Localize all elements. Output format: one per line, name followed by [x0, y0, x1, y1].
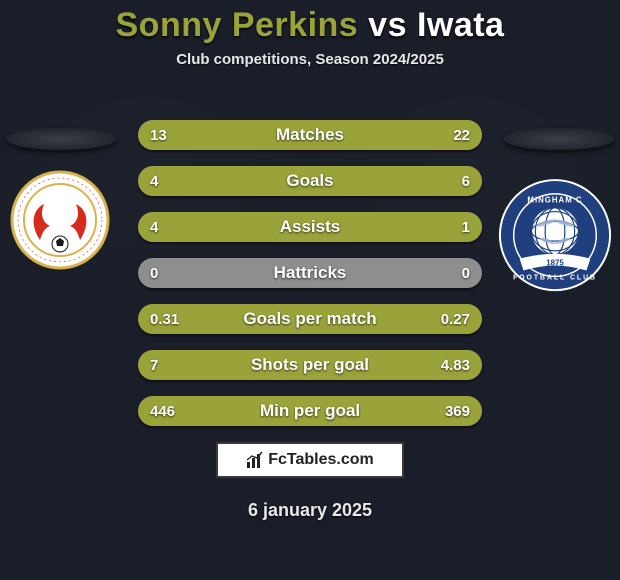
stat-bars-stage: 1322Matches46Goals41Assists00Hattricks0.…: [0, 120, 620, 426]
stat-bars: 1322Matches46Goals41Assists00Hattricks0.…: [138, 120, 482, 426]
stat-bar-fill-right: [276, 166, 482, 196]
stat-value-right: 0: [462, 258, 470, 288]
stat-label: Hattricks: [138, 258, 482, 288]
chart-icon: [246, 451, 264, 469]
stat-value-left: 0: [150, 258, 158, 288]
stat-value-right: 0.27: [441, 304, 470, 334]
source-label: FcTables.com: [268, 451, 374, 469]
stat-value-right: 4.83: [441, 350, 470, 380]
stat-value-left: 4: [150, 166, 158, 196]
stat-value-left: 7: [150, 350, 158, 380]
vs-label: vs: [368, 6, 407, 44]
stat-bar: 46Goals: [138, 166, 482, 196]
stat-bar-fill-left: [138, 166, 276, 196]
stat-bar-fill-left: [138, 212, 413, 242]
comparison-title: Sonny Perkins vs Iwata: [0, 0, 620, 45]
player1-name: Sonny Perkins: [116, 6, 359, 44]
stat-bar: 41Assists: [138, 212, 482, 242]
stat-value-left: 13: [150, 120, 167, 150]
stat-bar-fill-right: [265, 120, 482, 150]
stat-value-left: 0.31: [150, 304, 179, 334]
stat-bar: 0.310.27Goals per match: [138, 304, 482, 334]
stat-value-left: 4: [150, 212, 158, 242]
stat-value-right: 6: [462, 166, 470, 196]
stat-bar-fill-left: [138, 350, 341, 380]
source-attribution: FcTables.com: [216, 442, 404, 478]
stat-value-right: 369: [445, 396, 470, 426]
subtitle: Club competitions, Season 2024/2025: [0, 51, 620, 68]
date-label: 6 january 2025: [0, 500, 620, 521]
stat-bar: 74.83Shots per goal: [138, 350, 482, 380]
stat-bar: 446369Min per goal: [138, 396, 482, 426]
stat-bar-fill-right: [413, 212, 482, 242]
stat-bar: 1322Matches: [138, 120, 482, 150]
stat-bar: 0 0Hattricks: [138, 258, 482, 288]
stat-value-left: 446: [150, 396, 175, 426]
player2-name: Iwata: [417, 6, 505, 44]
stat-value-right: 1: [462, 212, 470, 242]
stat-value-right: 22: [453, 120, 470, 150]
